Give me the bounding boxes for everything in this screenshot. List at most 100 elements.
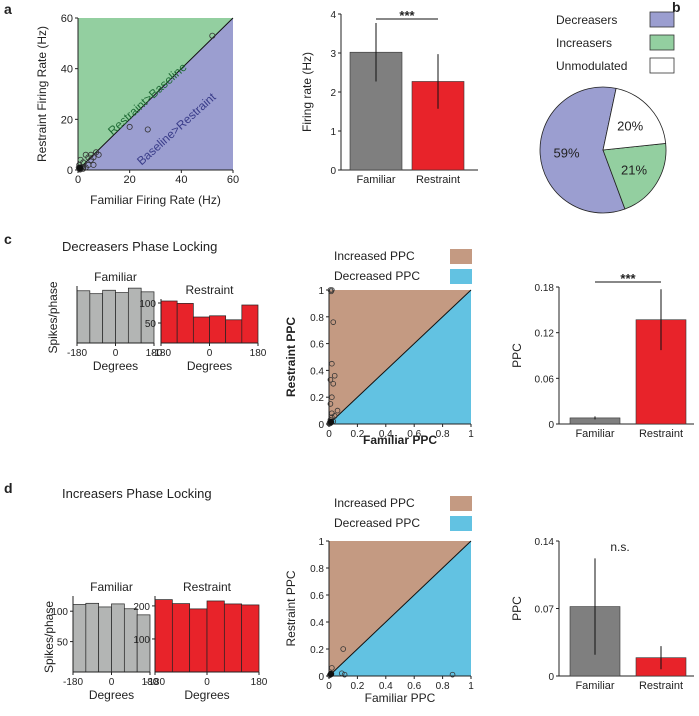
d_hist_fam-xtick-label: -180 [63,677,83,688]
c_scatter-point [330,380,337,387]
a_scatter-ylabel: Restraint Firing Rate (Hz) [35,26,49,162]
d_bar-ylabel: PPC [510,596,524,621]
d_scatter-ytick-label: 1 [318,537,324,548]
c_scatter-legend-label: Increased PPC [334,249,415,263]
d_hist_res-xtick-label: -180 [145,677,165,688]
d_scatter-diagonal [328,540,472,677]
c_scatter-point [331,413,338,419]
d_hist_fam-title: Familiar [90,580,133,594]
c_bar-ylabel: PPC [510,343,524,368]
d_hist_res-bin [223,603,243,673]
pie-legend-label: Increasers [556,36,612,50]
d_scatter-legend-label: Increased PPC [334,496,415,510]
a_scatter-xlabel: Familiar Firing Rate (Hz) [90,193,221,207]
d_hist_res-title: Restraint [183,580,232,594]
c_scatter-point [330,319,337,325]
d_scatter-point [449,671,456,678]
d_hist_res-bin [154,599,173,673]
c_scatter-ytick-label: 0.8 [310,313,324,324]
pie-legend-swatch [649,57,675,74]
d_scatter-point [341,671,348,678]
d_hist_res-ytick-label: 100 [133,635,150,646]
c_hist_fam-xtick-label: -180 [67,348,87,359]
c_hist_res-xtick-label: -180 [151,348,171,359]
panel-letter-c: c [4,231,12,247]
c_bar-ytick-label: 0.18 [535,283,555,294]
pie-value-label: 20% [617,119,643,134]
c_bar-ytick-label: 0.12 [535,329,555,340]
a_scatter-ytick-label: 40 [61,64,73,76]
a_bar-ytick-label: 3 [330,49,336,60]
pie-legend-label: Decreasers [556,13,617,27]
pie-slice-increasers [602,142,667,210]
a_scatter-point [126,123,133,130]
c_scatter-legend-label: Decreased PPC [334,269,420,283]
a_scatter-ytick-label: 20 [61,114,73,126]
d_scatter-xtick-label: 1 [468,681,474,692]
d_hist_fam-bin [72,604,87,673]
d_hist_res-xtick-label: 0 [204,677,210,688]
c_hist_res-title: Restraint [185,283,234,297]
d_scatter-ytick-label: 0.8 [310,564,324,575]
a_scatter-point [85,154,92,161]
d_hist_fam-xtick-label: 0 [109,677,115,688]
c_scatter-point [327,376,334,383]
d_scatter-xtick-label: 0.4 [379,681,393,692]
d_hist_fam-xtick-label: 180 [142,677,159,688]
c_hist_fam-xtick-label: 180 [146,348,163,359]
a_bar-category-label: Restraint [416,174,460,186]
a_scatter-origin-cluster [76,164,84,172]
c_hist_fam-bin [76,290,91,344]
d_scatter-legend-swatch [450,496,472,511]
c_scatter-xlabel: Familiar PPC [363,433,437,447]
pie-legend-swatch [649,34,675,51]
a_scatter-xtick-label: 40 [175,174,187,186]
a_scatter-xtick-label: 60 [227,174,239,186]
c_scatter-ylabel: Restraint PPC [284,317,298,397]
a_scatter-diagonal [77,17,234,171]
panel-letter-b: b [672,0,681,15]
c_scatter-xtick-label: 0 [326,429,332,440]
c_hist_fam-bin [89,293,104,344]
c_scatter-ytick-label: 0.2 [310,393,324,404]
c_scatter-xtick-label: 0.8 [436,429,450,440]
c_scatter-xtick-label: 1 [468,429,474,440]
a_bar-ytick-label: 2 [330,88,336,99]
a_bar-ylabel: Firing rate (Hz) [300,52,314,132]
d_scatter-legend-label: Decreased PPC [334,516,420,530]
pie-legend-label: Unmodulated [556,59,627,73]
c_scatter-origin-cluster [327,418,335,426]
c_scatter-point [327,401,334,407]
a_bar-category-label: Familiar [356,174,395,186]
section-title-d: Increasers Phase Locking [62,486,212,501]
d_hist_res-xlabel: Degrees [184,688,229,702]
d_hist_fam-ytick-label: 100 [51,607,68,618]
c_hist_res-xtick-label: 180 [250,348,267,359]
d_hist_res-bin [171,603,191,673]
d_scatter-ytick-label: 0.6 [310,591,324,602]
d_hist_fam-ylabel: Spikes/phase [42,601,56,673]
c_hist_fam-xtick-label: 0 [113,348,119,359]
c_hist_res-ytick-label: 50 [145,319,157,330]
d_hist_fam-ytick-label: 50 [57,638,69,649]
c_scatter-point [331,372,338,379]
a_scatter-point [95,151,102,158]
panel-letter-d: d [4,480,13,496]
pie-slice-unmodulated [602,87,667,151]
c_hist_res-xlabel: Degrees [187,359,232,373]
d_bar-category-label: Restraint [639,680,683,692]
c_hist_fam-bin [127,287,142,344]
d_hist_res-bin [189,608,208,673]
a_bar-ytick-label: 1 [330,127,336,138]
c_hist_res-bin [192,316,210,344]
c_bar-sig-label: *** [620,271,636,286]
d_scatter-xlabel: Familiar PPC [365,691,436,705]
a_bar-sig-label: *** [399,8,415,23]
c_scatter-point [328,288,334,295]
c_bar-ytick-label: 0 [548,420,554,431]
a_bar-ytick-label: 4 [330,10,336,21]
c_hist_fam-xlabel: Degrees [93,359,138,373]
c_scatter-ytick-label: 0 [318,420,324,431]
d_scatter-point [340,646,347,652]
pie-legend-swatch [649,11,675,28]
